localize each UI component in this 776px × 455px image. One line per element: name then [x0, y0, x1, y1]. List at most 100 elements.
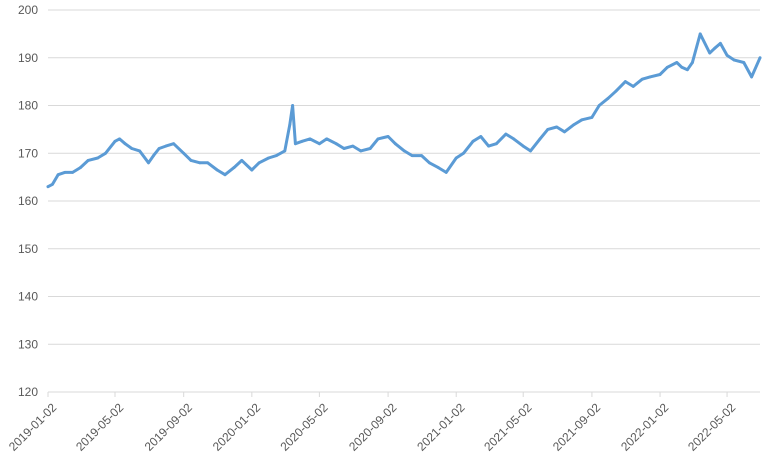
- gridlines: [48, 9, 760, 393]
- data-point: [152, 154, 155, 158]
- x-tick-label: 2021-09-02: [550, 400, 604, 454]
- data-point: [495, 142, 498, 146]
- data-point: [718, 42, 722, 45]
- data-point: [686, 68, 689, 72]
- data-point: [402, 149, 406, 153]
- data-point: [250, 168, 254, 172]
- data-point: [590, 116, 594, 119]
- x-tick-label: 2021-01-02: [414, 400, 468, 454]
- data-point: [63, 170, 67, 174]
- y-tick-label: 190: [18, 51, 38, 65]
- data-point: [157, 147, 161, 150]
- data-point: [471, 139, 475, 143]
- data-point: [104, 151, 107, 155]
- data-point: [479, 135, 483, 138]
- data-point: [713, 46, 717, 50]
- data-point: [182, 151, 186, 155]
- data-point: [317, 142, 321, 146]
- data-point: [164, 144, 168, 148]
- data-point: [580, 118, 584, 122]
- data-point: [232, 166, 236, 169]
- data-point: [359, 149, 363, 153]
- y-tick-label: 160: [18, 194, 38, 208]
- data-point: [189, 159, 193, 162]
- x-tick-label: 2022-01-02: [618, 400, 672, 454]
- y-tick-label: 130: [18, 337, 38, 351]
- data-point: [342, 147, 346, 150]
- data-point: [597, 104, 601, 107]
- data-point: [614, 89, 618, 93]
- y-tick-label: 200: [18, 3, 38, 17]
- data-point: [215, 168, 219, 172]
- data-point: [555, 125, 559, 129]
- data-point: [462, 151, 465, 155]
- y-axis-tick-labels: 120 130 140 150 160 170 180 190 200: [18, 3, 38, 399]
- data-point: [675, 61, 679, 64]
- data-point: [293, 142, 297, 146]
- data-point: [172, 142, 176, 146]
- data-point: [46, 185, 50, 189]
- data-point: [308, 137, 312, 141]
- data-point: [267, 156, 270, 160]
- data-point: [487, 144, 491, 148]
- data-point: [648, 75, 652, 79]
- data-point: [521, 144, 525, 148]
- data-point: [351, 144, 355, 148]
- data-point: [420, 154, 423, 158]
- data-point: [113, 139, 117, 143]
- data-point: [123, 142, 127, 146]
- data-point: [368, 147, 372, 150]
- data-point: [138, 149, 141, 153]
- data-point: [428, 161, 431, 165]
- x-tick-label: 2019-01-02: [6, 400, 60, 454]
- data-point: [631, 85, 635, 88]
- data-point: [51, 182, 54, 186]
- data-point: [732, 58, 736, 62]
- y-tick-label: 150: [18, 242, 38, 256]
- data-point: [300, 139, 304, 143]
- data-point: [436, 166, 440, 169]
- data-point: [454, 156, 458, 160]
- series-line: [46, 32, 762, 189]
- data-point: [393, 142, 397, 146]
- x-tick-label: 2021-05-02: [481, 400, 535, 454]
- data-point: [130, 147, 134, 150]
- data-point: [665, 65, 669, 69]
- x-axis-tick-marks: [47, 392, 728, 397]
- data-point: [223, 173, 227, 177]
- y-tick-label: 140: [18, 290, 38, 304]
- data-point: [658, 73, 662, 76]
- data-point: [640, 77, 644, 81]
- data-point: [606, 96, 610, 100]
- data-point: [742, 61, 746, 64]
- x-tick-label: 2020-09-02: [346, 400, 400, 454]
- data-point: [206, 161, 210, 165]
- x-tick-label: 2020-01-02: [210, 400, 264, 454]
- data-point: [680, 65, 684, 69]
- data-point: [512, 137, 516, 141]
- data-point: [334, 142, 338, 146]
- data-point: [504, 132, 508, 136]
- x-axis-tick-labels: 2019-01-02 2019-05-02 2019-09-02 2020-01-02…: [6, 400, 739, 454]
- data-point: [563, 130, 566, 134]
- data-point: [257, 161, 261, 165]
- y-tick-label: 170: [18, 146, 38, 160]
- data-point: [86, 159, 90, 162]
- data-point: [198, 161, 202, 165]
- data-point: [288, 123, 292, 126]
- data-point: [546, 127, 550, 131]
- data-point: [78, 166, 82, 169]
- data-point: [572, 123, 576, 126]
- data-point: [708, 51, 712, 55]
- x-tick-label: 2020-05-02: [277, 400, 331, 454]
- data-point: [758, 56, 762, 60]
- data-point: [325, 137, 329, 141]
- data-point: [538, 137, 542, 141]
- data-point: [376, 137, 380, 141]
- data-point: [444, 170, 448, 174]
- data-point: [725, 53, 729, 57]
- data-points: [46, 32, 762, 189]
- data-point: [71, 170, 74, 174]
